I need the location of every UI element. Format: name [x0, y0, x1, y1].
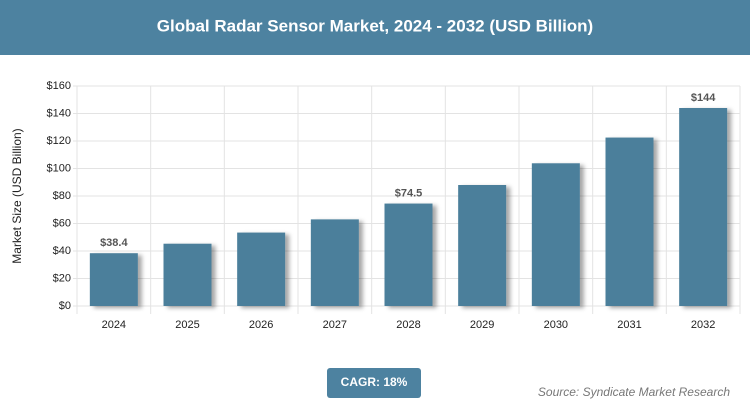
cagr-badge	[327, 368, 421, 398]
x-tick-label: 2027	[323, 319, 347, 331]
y-tick-label: $0	[59, 300, 71, 312]
plot-area: $0 $20 $40 $60 $80 $100 $120 $140 $160 2024 $38.4 2…	[47, 80, 741, 331]
y-tick-label: $140	[47, 107, 71, 119]
y-tick-label: $80	[53, 190, 71, 202]
y-tick-label: $60	[53, 217, 71, 229]
x-tick-label: 2024	[102, 319, 126, 331]
value-label: $38.4	[100, 237, 128, 249]
bar	[89, 253, 138, 306]
title-banner	[0, 0, 750, 55]
bar	[458, 185, 507, 306]
chart-title: Global Radar Sensor Market, 2024 - 2032 …	[157, 16, 593, 35]
x-tick-label: 2032	[691, 319, 715, 331]
x-tick-label: 2029	[470, 319, 494, 331]
bar	[384, 203, 433, 306]
value-label: $74.5	[395, 187, 423, 199]
bar	[163, 243, 212, 306]
y-tick-label: $160	[47, 80, 71, 92]
y-tick-label: $100	[47, 162, 71, 174]
bar	[605, 137, 654, 306]
bar	[679, 108, 728, 306]
y-tick-label: $40	[53, 245, 71, 257]
x-tick-label: 2031	[617, 319, 641, 331]
x-tick-label: 2025	[175, 319, 199, 331]
y-tick-label: $20	[53, 272, 71, 284]
x-tick-label: 2030	[544, 319, 568, 331]
y-tick-label: $120	[47, 135, 71, 147]
x-tick-label: 2028	[396, 319, 420, 331]
x-tick-label: 2026	[249, 319, 273, 331]
y-axis-label: Market Size (USD Billion)	[10, 128, 24, 263]
cagr-text: CAGR: 18%	[341, 375, 408, 389]
bar	[310, 219, 359, 306]
bar	[237, 232, 286, 306]
bar	[531, 163, 580, 306]
value-label: $144	[691, 92, 716, 104]
source-note: Source: Syndicate Market Research	[538, 385, 730, 399]
